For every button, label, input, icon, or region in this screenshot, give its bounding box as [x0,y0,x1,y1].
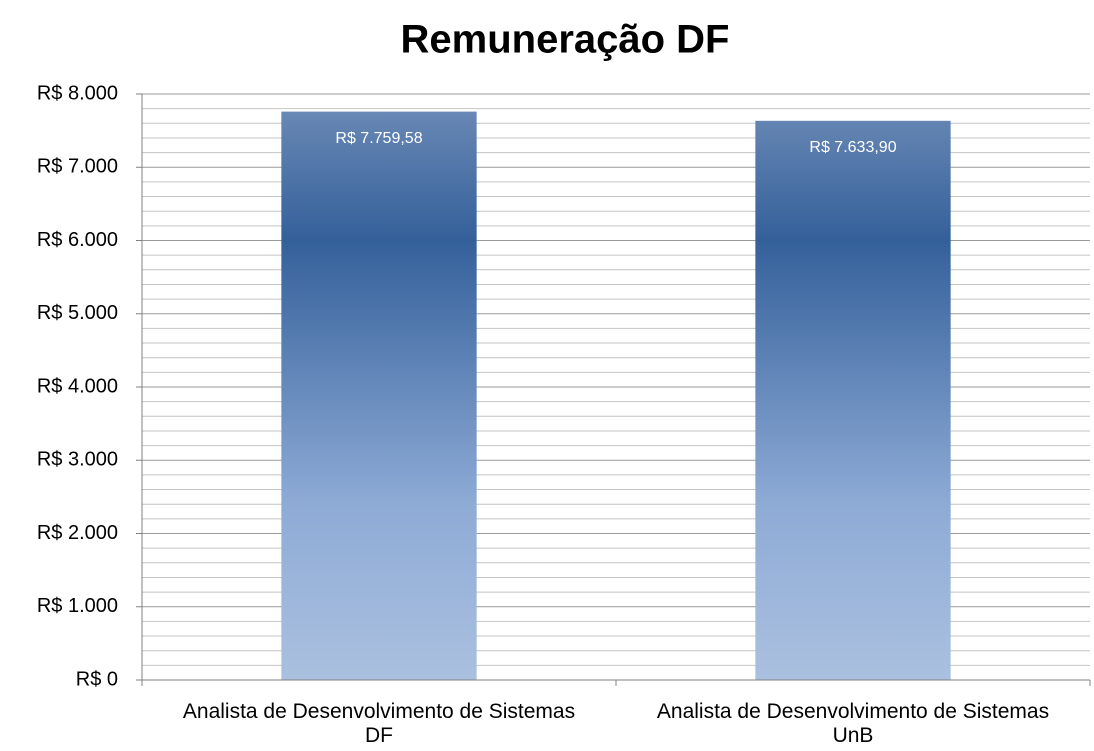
y-tick-label: R$ 3.000 [37,449,118,471]
x-tick-label: Analista de Desenvolvimento de Sistemas … [656,700,1050,747]
bar [755,120,951,680]
y-tick-label: R$ 0 [76,668,118,690]
value-label: R$ 7.633,90 [809,139,896,156]
y-tick-label: R$ 7.000 [37,156,118,178]
y-tick-label: R$ 2.000 [37,522,118,544]
y-tick-label: R$ 6.000 [37,229,118,251]
value-label: R$ 7.759,58 [335,130,422,147]
y-tick-label: R$ 1.000 [37,595,118,617]
y-tick-label: R$ 8.000 [37,82,118,104]
bar [281,111,477,680]
x-tick-label: Analista de Desenvolvimento de Sistemas … [182,700,576,747]
y-tick-label: R$ 4.000 [37,375,118,397]
y-tick-label: R$ 5.000 [37,302,118,324]
chart-title: Remuneração DF [401,18,730,62]
